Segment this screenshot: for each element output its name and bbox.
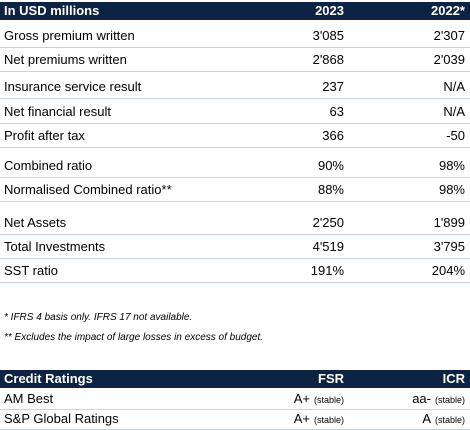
- outlook: (stable): [434, 395, 465, 405]
- row-label: Profit after tax: [4, 128, 85, 143]
- row-label: Net Assets: [4, 215, 67, 230]
- row-separator: [0, 98, 470, 99]
- rating: A: [422, 411, 431, 426]
- row-label: Net premiums written: [4, 52, 127, 67]
- header-year: 2023: [315, 3, 344, 18]
- header-year: 2022*: [431, 3, 465, 18]
- cell-2023: 90%: [317, 158, 344, 173]
- cell-2022: -50: [446, 128, 465, 143]
- row-label: Gross premium written: [4, 28, 135, 43]
- cell-2022: 98%: [438, 158, 465, 173]
- row-label: Normalised Combined ratio**: [4, 182, 172, 197]
- cell-2022: 204%: [431, 263, 465, 278]
- row-separator: [0, 147, 470, 148]
- cell-2022: N/A: [443, 79, 465, 94]
- header-bar: [0, 2, 470, 20]
- rating: aa-: [412, 391, 431, 406]
- footnote: * IFRS 4 basis only. IFRS 17 not availab…: [4, 312, 193, 323]
- ratings-header: FSR: [318, 371, 344, 386]
- outlook: (stable): [434, 415, 465, 425]
- cell-2022: 1'899: [433, 215, 465, 230]
- header-bar: [0, 370, 470, 388]
- row-separator: [0, 177, 470, 178]
- outlook: (stable): [313, 415, 344, 425]
- cell-2023: 237: [322, 79, 344, 94]
- cell-2023: 2'868: [312, 52, 344, 67]
- cell-2022: 3'795: [433, 239, 465, 254]
- rating-icr: A (stable): [422, 411, 465, 428]
- row-label: Net financial result: [4, 104, 111, 119]
- row-label: Total Investments: [4, 239, 106, 254]
- rating: A+: [293, 411, 310, 426]
- row-separator: [0, 258, 470, 259]
- rating-fsr: A+ (stable): [294, 391, 344, 408]
- row-label: Combined ratio: [4, 158, 93, 173]
- rating-icr: aa- (stable): [412, 391, 465, 408]
- cell-2023: 2'250: [312, 215, 344, 230]
- ratings-header: ICR: [442, 371, 465, 386]
- ratings-header: Credit Ratings: [4, 371, 93, 386]
- cell-2023: 191%: [310, 263, 344, 278]
- footnote: ** Excludes the impact of large losses i…: [4, 332, 264, 343]
- row-label: Insurance service result: [4, 79, 142, 94]
- cell-2023: 63: [329, 104, 344, 119]
- cell-2023: 4'519: [312, 239, 344, 254]
- row-separator: [0, 201, 470, 202]
- agency: S&P Global Ratings: [4, 411, 119, 426]
- rating-fsr: A+ (stable): [294, 411, 344, 428]
- cell-2022: 98%: [438, 182, 465, 197]
- rating: A+: [293, 391, 310, 406]
- header-label: In USD millions: [4, 3, 100, 18]
- cell-2022: 2'307: [433, 28, 465, 43]
- row-separator: [0, 123, 470, 124]
- row-separator: [0, 47, 470, 48]
- row-separator: [0, 234, 470, 235]
- cell-2023: 88%: [317, 182, 344, 197]
- cell-2022: 2'039: [433, 52, 465, 67]
- cell-2023: 3'085: [312, 28, 344, 43]
- cell-2022: N/A: [443, 104, 465, 119]
- row-separator: [0, 71, 470, 72]
- row-label: SST ratio: [4, 263, 58, 278]
- outlook: (stable): [313, 395, 344, 405]
- cell-2023: 366: [322, 128, 344, 143]
- agency: AM Best: [4, 391, 54, 406]
- row-separator: [0, 409, 470, 410]
- row-separator: [0, 282, 470, 283]
